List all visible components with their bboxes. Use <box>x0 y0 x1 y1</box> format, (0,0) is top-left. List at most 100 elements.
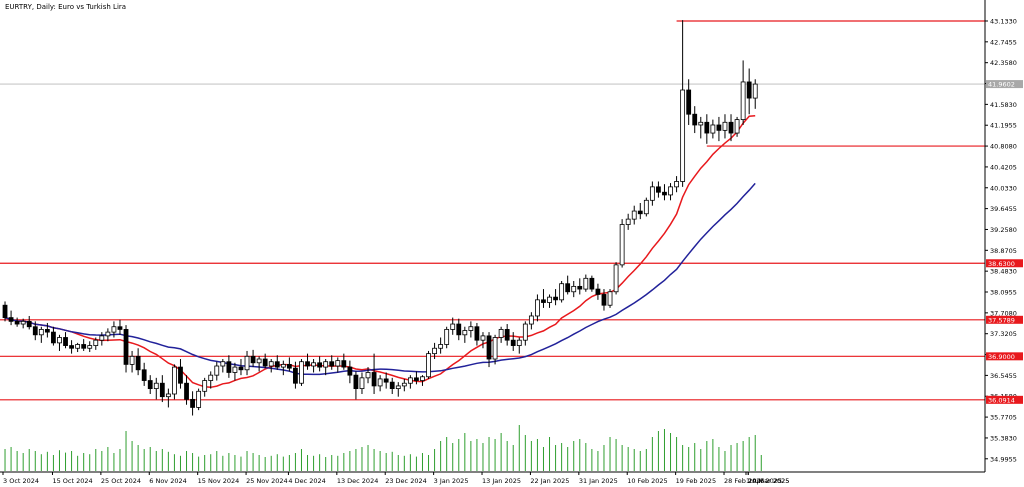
candle-up <box>432 347 437 355</box>
candle-up <box>311 362 316 367</box>
candle-up <box>359 377 365 390</box>
candle-up <box>444 329 450 345</box>
candle-down <box>286 363 292 369</box>
time-tick-label: 13 Jan 2025 <box>482 477 521 485</box>
candle-down <box>178 366 183 384</box>
candle-down <box>69 345 74 349</box>
level-tags: 38.6300 37.5789 36.9000 36.0914 41.9602 <box>986 80 1023 404</box>
time-tick-label: 13 Dec 2024 <box>337 477 379 485</box>
candle-down <box>704 121 710 134</box>
level-tag <box>986 315 1023 324</box>
candle-down <box>51 331 56 344</box>
time-tick-label: 25 Oct 2024 <box>101 477 141 485</box>
candle-down <box>474 326 480 341</box>
candle-up <box>129 355 135 365</box>
candle-down <box>637 210 643 215</box>
candle-up <box>722 121 728 131</box>
time-tick-label: 3 Oct 2024 <box>3 477 39 485</box>
moving-averages <box>4 114 756 389</box>
candle-down <box>341 360 347 368</box>
price-tick-label: 34.9955 <box>990 455 1017 463</box>
candle-up <box>232 366 238 373</box>
candle-down <box>686 89 692 115</box>
candle-up <box>468 326 474 331</box>
candle-down <box>662 191 667 196</box>
candle-up <box>710 124 716 134</box>
price-tick-label: 36.5455 <box>990 372 1017 380</box>
candle-down <box>728 121 734 134</box>
level-tag-label: 38.6300 <box>988 260 1015 268</box>
candle-down <box>305 361 310 367</box>
candle-up <box>105 331 111 337</box>
candle-down <box>2 304 8 318</box>
candle-up <box>547 296 552 303</box>
candle-down <box>371 372 377 387</box>
level-tag-label: 37.5789 <box>988 316 1015 324</box>
candle-down <box>541 299 546 303</box>
candle-up <box>698 121 704 126</box>
candle-up <box>450 323 456 330</box>
candle-up <box>571 285 577 293</box>
candle-up <box>607 291 613 306</box>
time-tick-label: 23 Dec 2024 <box>385 477 427 485</box>
price-tick-label: 38.4830 <box>990 268 1017 276</box>
candle-up <box>480 335 486 341</box>
candle-up <box>268 361 274 367</box>
time-tick-label: 28 Feb 2025 <box>724 477 764 485</box>
candle-up <box>631 210 637 220</box>
candle-down <box>274 361 280 368</box>
level-tag <box>986 259 1023 268</box>
time-tick-label: 22 Jan 2025 <box>530 477 569 485</box>
candle-up <box>625 218 631 225</box>
candle-down <box>317 362 323 368</box>
candle-down <box>692 113 698 126</box>
candle-up <box>335 360 341 367</box>
candle-down <box>147 380 153 390</box>
candle-up <box>498 329 504 338</box>
time-tick-label: 15 Oct 2024 <box>52 477 92 485</box>
candle-down <box>589 277 595 290</box>
candle-up <box>256 358 262 364</box>
current-price-label: 41.9602 <box>988 81 1015 89</box>
candle-down <box>135 355 141 371</box>
candle-up <box>438 344 444 349</box>
price-tick-label: 40.8080 <box>990 143 1017 151</box>
price-tick-label: 37.7080 <box>990 309 1017 317</box>
level-tag-label: 36.0914 <box>988 396 1015 404</box>
time-tick-label: 4 Dec 2024 <box>288 477 325 485</box>
time-tick-label: 25 Nov 2024 <box>246 477 288 485</box>
time-axis: 3 Oct 2024 15 Oct 2024 25 Oct 2024 6 Nov 20… <box>2 472 789 485</box>
candle-up <box>220 361 226 367</box>
candle-up <box>38 329 44 336</box>
candle-down <box>141 369 147 381</box>
level-tag <box>986 352 1023 361</box>
candle-up <box>420 376 425 381</box>
candle-down <box>159 382 165 398</box>
price-tick-label: 43.1330 <box>990 17 1017 25</box>
level-tag <box>986 395 1023 404</box>
current-price-tag <box>986 80 1023 89</box>
candle-up <box>535 299 540 317</box>
candle-up <box>99 335 105 341</box>
volume-bars <box>4 425 762 471</box>
time-tick-label: 1 Apr 2025 <box>746 477 782 485</box>
time-tick-label: 20 Mar 2025 <box>748 477 789 485</box>
candle-down <box>117 326 123 330</box>
candle-up <box>208 374 214 381</box>
price-tick-label: 40.4205 <box>990 163 1017 171</box>
candle-down <box>44 329 50 333</box>
price-tick-label: 39.2580 <box>990 226 1017 234</box>
candle-down <box>510 339 516 346</box>
candle-up <box>280 363 286 368</box>
candle-down <box>26 320 32 328</box>
time-tick-label: 31 Jan 2025 <box>579 477 618 485</box>
candle-down <box>347 366 353 376</box>
horizontal-levels <box>0 20 985 401</box>
candle-up <box>93 339 99 346</box>
time-tick-label: 19 Feb 2025 <box>676 477 716 485</box>
candle-up <box>323 361 329 368</box>
candle-down <box>486 335 492 360</box>
candle-up <box>674 181 679 188</box>
price-tick-label: 41.5830 <box>990 101 1017 109</box>
